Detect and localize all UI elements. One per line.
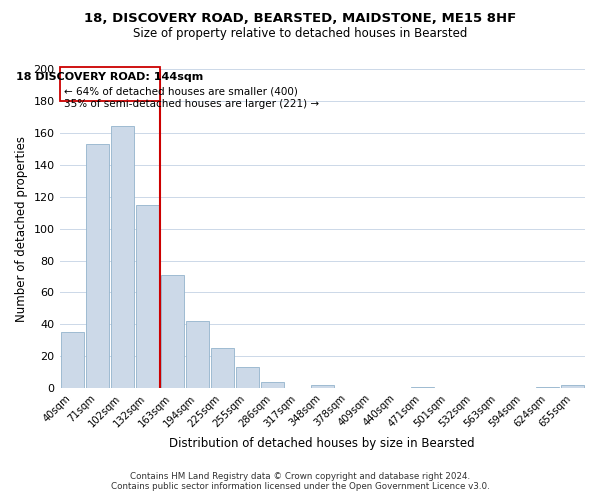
Bar [136, 204, 158, 388]
Y-axis label: Number of detached properties: Number of detached properties [15, 136, 28, 322]
Text: Contains HM Land Registry data © Crown copyright and database right 2024.: Contains HM Land Registry data © Crown c… [130, 472, 470, 481]
Bar [61, 332, 83, 388]
Text: 18 DISCOVERY ROAD: 144sqm: 18 DISCOVERY ROAD: 144sqm [16, 72, 203, 83]
Bar [561, 385, 584, 388]
Text: 35% of semi-detached houses are larger (221) →: 35% of semi-detached houses are larger (… [64, 99, 319, 109]
Bar [261, 382, 284, 388]
Bar [411, 386, 434, 388]
Bar [236, 368, 259, 388]
Bar [185, 321, 209, 388]
Text: 18, DISCOVERY ROAD, BEARSTED, MAIDSTONE, ME15 8HF: 18, DISCOVERY ROAD, BEARSTED, MAIDSTONE,… [84, 12, 516, 26]
Bar [211, 348, 233, 388]
X-axis label: Distribution of detached houses by size in Bearsted: Distribution of detached houses by size … [169, 437, 475, 450]
Bar [110, 126, 134, 388]
Bar [311, 385, 334, 388]
Bar [86, 144, 109, 388]
Bar [536, 386, 559, 388]
Bar [161, 275, 184, 388]
Text: ← 64% of detached houses are smaller (400): ← 64% of detached houses are smaller (40… [64, 86, 298, 97]
Text: Contains public sector information licensed under the Open Government Licence v3: Contains public sector information licen… [110, 482, 490, 491]
Text: Size of property relative to detached houses in Bearsted: Size of property relative to detached ho… [133, 28, 467, 40]
